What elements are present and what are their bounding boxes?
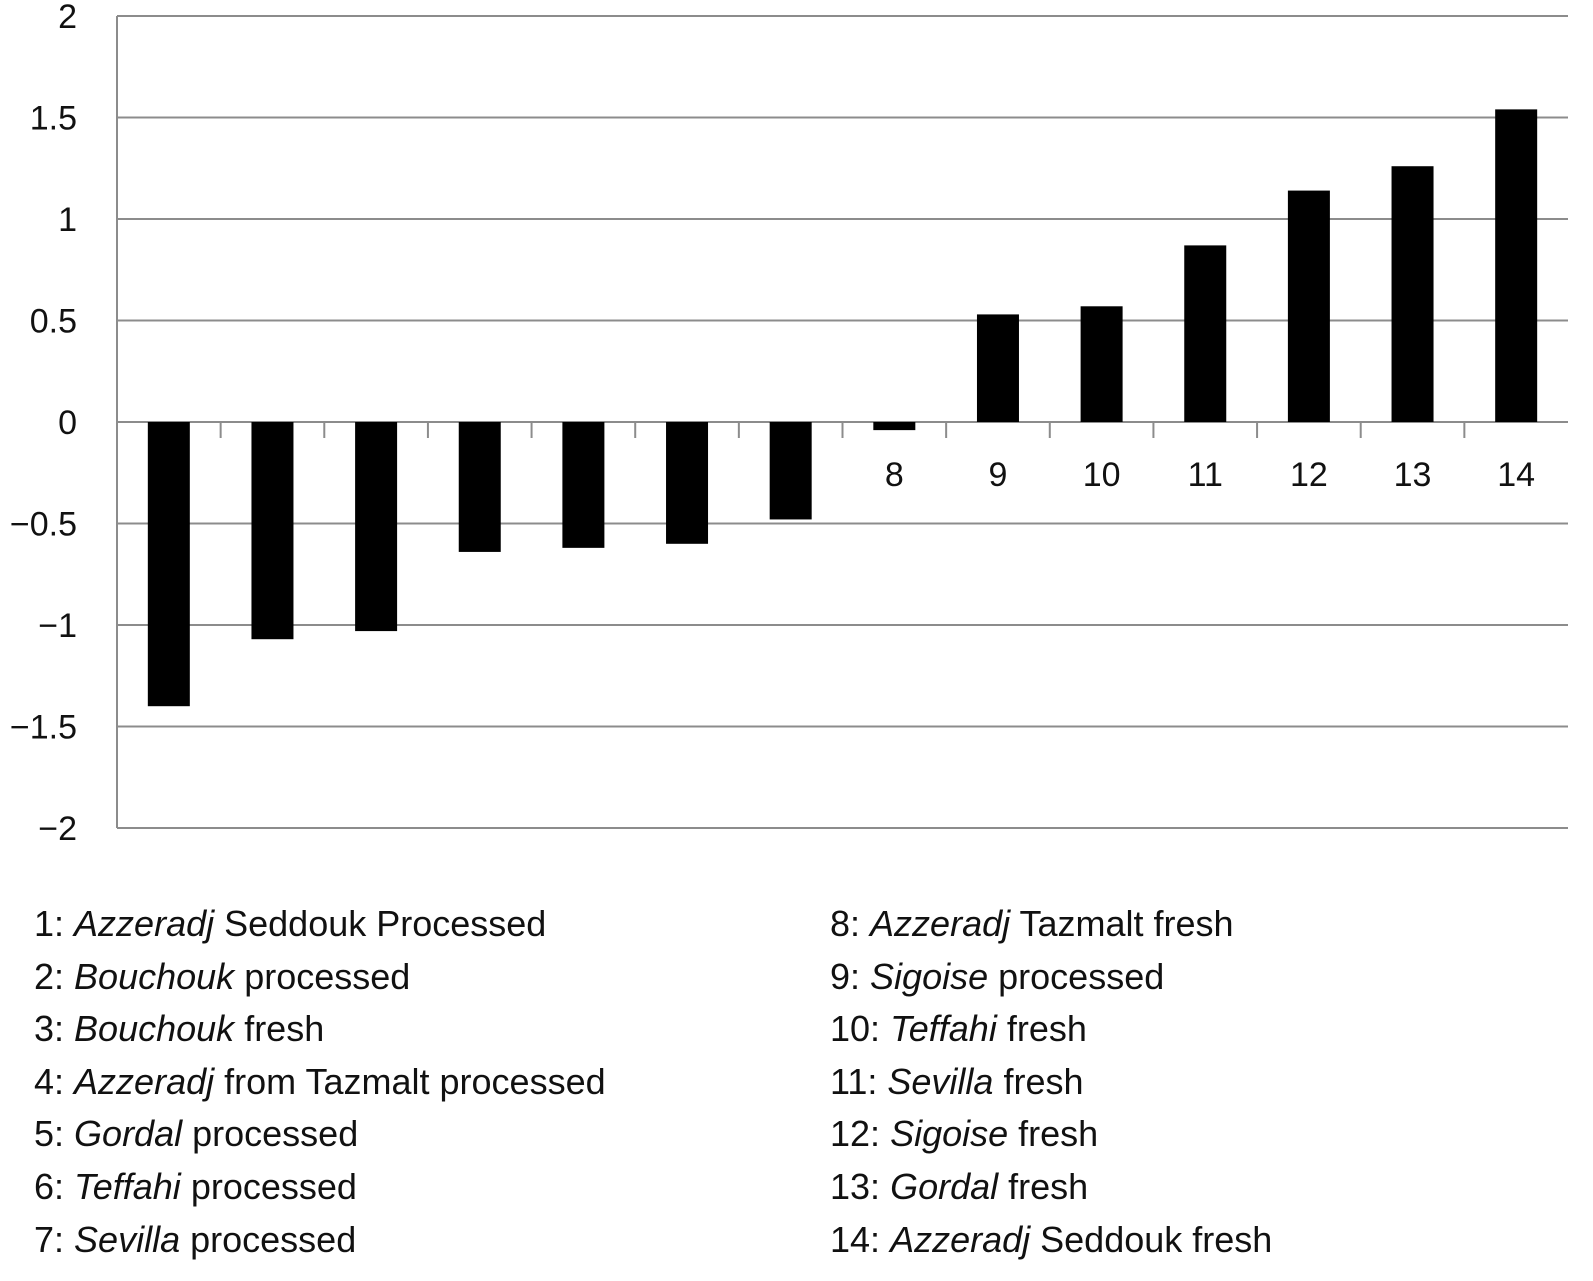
legend-number: 3: — [34, 1008, 65, 1050]
bar — [666, 422, 709, 544]
legend-right: 8: Azzeradj Tazmalt fresh 9: Sigoise pro… — [830, 898, 1272, 1266]
bar — [976, 314, 1019, 422]
legend-item: 8: Azzeradj Tazmalt fresh — [830, 898, 1272, 951]
x-tick-label: 11 — [1188, 456, 1223, 494]
legend-number: 6: — [34, 1165, 65, 1207]
legend-item: 1: Azzeradj Seddouk Processed — [34, 898, 606, 951]
legend-description: processed — [192, 1113, 359, 1155]
legend-cultivar: Teffahi — [74, 1165, 181, 1207]
legend-number: 14: — [830, 1218, 881, 1260]
legend-cultivar: Teffahi — [890, 1008, 997, 1050]
y-tick-label: 2 — [58, 0, 77, 36]
legend-number: 2: — [34, 955, 65, 997]
legend-number: 11: — [830, 1060, 878, 1102]
bars — [147, 109, 1538, 707]
bar — [1184, 245, 1227, 422]
legend-cultivar: Bouchouk — [74, 955, 235, 997]
legend-description: fresh — [1006, 1008, 1087, 1050]
legend-cultivar: Sigoise — [890, 1113, 1009, 1155]
legend-description: Seddouk Processed — [224, 903, 547, 944]
bar — [1080, 306, 1123, 422]
bar — [355, 422, 398, 632]
y-tick-label: 1.5 — [30, 100, 77, 138]
y-tick-label: 1 — [58, 201, 77, 239]
legend-description: fresh — [1008, 1165, 1089, 1207]
legend-description: fresh — [244, 1008, 325, 1050]
legend-description: from Tazmalt processed — [224, 1060, 606, 1102]
legend-item: 11: Sevilla fresh — [830, 1056, 1272, 1109]
y-axis: 2 1.5 1 0.5 0 −0.5 −1 −1.5 −2 — [10, 0, 118, 848]
bar-chart: 2 1.5 1 0.5 0 −0.5 −1 −1.5 −2 8 9 10 11 12 13 14 — [10, 0, 1568, 848]
y-tick-label: −1.5 — [10, 709, 77, 747]
y-tick-label: 0 — [58, 404, 77, 442]
legend-description: processed — [190, 1218, 357, 1260]
legend-item: 9: Sigoise processed — [830, 951, 1272, 1004]
legend-cultivar: Sevilla — [74, 1218, 181, 1260]
x-tick-label: 8 — [885, 456, 904, 494]
x-tick-label: 9 — [989, 456, 1008, 494]
legend-number: 9: — [830, 955, 861, 997]
legend-item: 10: Teffahi fresh — [830, 1003, 1272, 1056]
legend-description: processed — [244, 955, 411, 997]
bar — [873, 422, 916, 431]
legend-cultivar: Gordal — [890, 1165, 999, 1207]
bar — [458, 422, 501, 552]
legend-item: 14: Azzeradj Seddouk fresh — [830, 1214, 1272, 1267]
legend-cultivar: Azzeradj — [870, 903, 1011, 944]
legend-item: 12: Sigoise fresh — [830, 1108, 1272, 1161]
legend-item: 3: Bouchouk fresh — [34, 1003, 606, 1056]
bar — [1495, 109, 1538, 422]
bar — [1391, 166, 1434, 422]
y-tick-label: −1 — [38, 607, 77, 645]
y-tick-label: −2 — [38, 810, 77, 848]
legend-cultivar: Sevilla — [887, 1060, 994, 1102]
legend-number: 8: — [830, 903, 861, 944]
legend-cultivar: Bouchouk — [74, 1008, 235, 1050]
legend-number: 12: — [830, 1113, 881, 1155]
legend-item: 4: Azzeradj from Tazmalt processed — [34, 1056, 606, 1109]
legend-description: Seddouk fresh — [1040, 1218, 1273, 1260]
legend-item: 2: Bouchouk processed — [34, 951, 606, 1004]
legend-number: 4: — [34, 1060, 65, 1102]
legend-item: 5: Gordal processed — [34, 1108, 606, 1161]
legend-cultivar: Sigoise — [870, 955, 989, 997]
legend-description: fresh — [1018, 1113, 1099, 1155]
x-tick-label: 13 — [1394, 456, 1432, 494]
legend-number: 5: — [34, 1113, 65, 1155]
legend-description: Tazmalt fresh — [1019, 903, 1234, 944]
bar — [147, 422, 190, 707]
legend-number: 10: — [830, 1008, 881, 1050]
bar — [1287, 190, 1330, 422]
x-tick-label: 14 — [1497, 456, 1535, 494]
legend-cultivar: Gordal — [74, 1113, 183, 1155]
x-axis-labels: 8 9 10 11 12 13 14 — [219, 422, 1535, 494]
bar — [769, 422, 812, 520]
legend-item: 7: Sevilla processed — [34, 1214, 606, 1267]
legend-cultivar: Azzeradj — [890, 1218, 1031, 1260]
legend-number: 13: — [830, 1165, 881, 1207]
legend-description: processed — [998, 955, 1165, 997]
bar — [251, 422, 294, 640]
legend-description: fresh — [1003, 1060, 1084, 1102]
legend-cultivar: Azzeradj — [74, 1060, 215, 1102]
y-tick-label: −0.5 — [10, 506, 77, 544]
legend-number: 7: — [34, 1218, 65, 1260]
x-tick-label: 12 — [1290, 456, 1328, 494]
legend-description: processed — [190, 1165, 357, 1207]
y-tick-label: 0.5 — [30, 303, 77, 341]
legend-cultivar: Azzeradj — [74, 903, 215, 944]
legend-item: 6: Teffahi processed — [34, 1161, 606, 1214]
legend-number: 1: — [34, 903, 65, 944]
legend-item: 13: Gordal fresh — [830, 1161, 1272, 1214]
bar — [562, 422, 605, 548]
legend-left: 1: Azzeradj Seddouk Processed 2: Bouchou… — [34, 898, 606, 1266]
x-tick-label: 10 — [1083, 456, 1121, 494]
